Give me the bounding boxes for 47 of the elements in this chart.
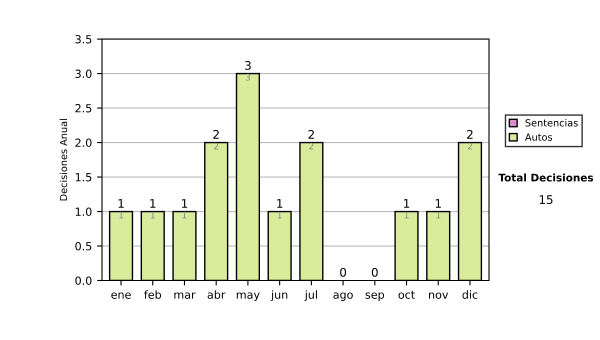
x-tick-label: feb [144, 290, 162, 299]
total-label: 0 [340, 268, 346, 277]
text: 0.0 [75, 276, 92, 285]
total-label: 1 [404, 199, 410, 208]
data-label: 1 [119, 212, 124, 218]
x-tick-label: oct [398, 290, 415, 299]
x-tick-label: abr [208, 290, 226, 299]
total-label: 3 [245, 60, 251, 70]
text: 15 [540, 195, 552, 204]
x-tick-label: dic [462, 290, 478, 299]
total-label: 1 [118, 199, 124, 208]
x-tick-label: mar [174, 292, 196, 299]
total-label: 1 [150, 199, 156, 208]
x-tick-label: ago [333, 292, 353, 301]
text: 3.0 [75, 70, 92, 78]
total-label: 0 [372, 268, 378, 277]
text: 1.0 [76, 208, 92, 216]
x-tick-label: jul [304, 290, 317, 301]
data-label: 1 [278, 212, 282, 218]
total-label: 1 [182, 199, 188, 208]
total-label: 1 [277, 199, 282, 208]
data-label: 1 [150, 212, 155, 218]
data-label: 2 [309, 142, 314, 150]
y-axis-title: Decisiones Anual [60, 119, 68, 200]
text: 2.5 [75, 104, 92, 112]
x-tick-label: sep [366, 292, 384, 301]
total-label: 2 [308, 130, 314, 139]
text: 3.5 [75, 35, 92, 44]
data-label: 1 [182, 212, 187, 218]
text: Total Decisiones [498, 173, 594, 182]
x-tick-label: jun [270, 290, 288, 301]
text: 2.0 [75, 138, 92, 147]
legend-label: Sentencias [526, 118, 578, 127]
total-label: 2 [467, 130, 473, 139]
data-label: 1 [404, 212, 409, 218]
total-label: 2 [213, 130, 219, 139]
data-label: 1 [436, 212, 440, 218]
x-tick-label: ene [111, 292, 131, 299]
data-label: 2 [214, 142, 218, 150]
x-tick-label: nov [429, 292, 448, 299]
data-label: 2 [468, 142, 472, 150]
legend-label: Autos [524, 134, 552, 141]
x-tick-label: may [236, 292, 260, 301]
text: 0.5 [75, 242, 92, 250]
text: 1.5 [76, 173, 92, 182]
total-label: 1 [436, 199, 441, 208]
data-label: 3 [246, 74, 250, 81]
